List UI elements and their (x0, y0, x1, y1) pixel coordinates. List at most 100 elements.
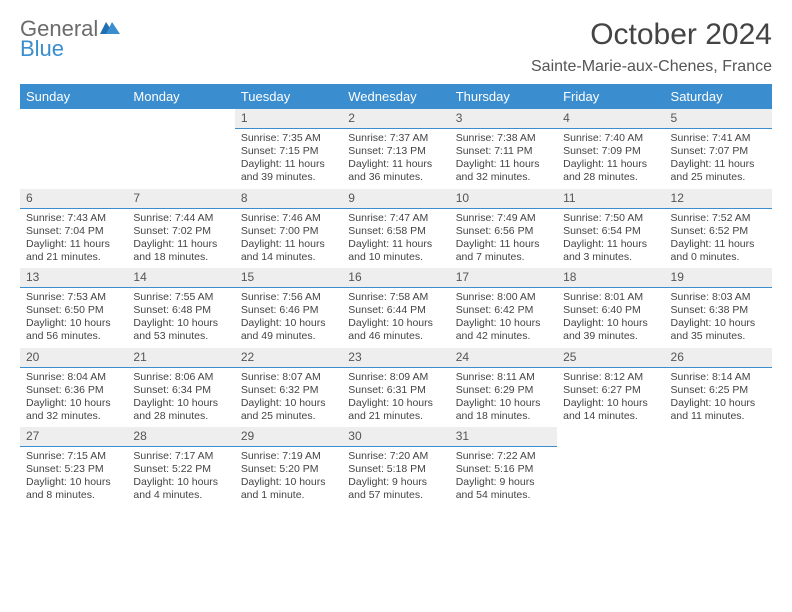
calendar-day-cell: 4Sunrise: 7:40 AMSunset: 7:09 PMDaylight… (557, 109, 664, 189)
calendar-day-cell: 31Sunrise: 7:22 AMSunset: 5:16 PMDayligh… (450, 427, 557, 507)
calendar-day-cell: 20Sunrise: 8:04 AMSunset: 6:36 PMDayligh… (20, 348, 127, 428)
day-number: 21 (127, 348, 234, 368)
day-number: 12 (665, 189, 772, 209)
calendar-day-cell: 22Sunrise: 8:07 AMSunset: 6:32 PMDayligh… (235, 348, 342, 428)
sunrise-text: Sunrise: 7:15 AM (26, 450, 121, 463)
daylight-text: Daylight: 11 hours and 3 minutes. (563, 238, 658, 264)
daylight-text: Daylight: 11 hours and 0 minutes. (671, 238, 766, 264)
calendar-day-cell: 9Sunrise: 7:47 AMSunset: 6:58 PMDaylight… (342, 189, 449, 269)
logo-text-blue: Blue (20, 38, 120, 60)
sunrise-text: Sunrise: 7:17 AM (133, 450, 228, 463)
calendar-day-cell: 19Sunrise: 8:03 AMSunset: 6:38 PMDayligh… (665, 268, 772, 348)
day-number: 23 (342, 348, 449, 368)
day-details: Sunrise: 7:35 AMSunset: 7:15 PMDaylight:… (235, 129, 342, 189)
daylight-text: Daylight: 10 hours and 42 minutes. (456, 317, 551, 343)
calendar-day-cell: 15Sunrise: 7:56 AMSunset: 6:46 PMDayligh… (235, 268, 342, 348)
sunset-text: Sunset: 6:31 PM (348, 384, 443, 397)
calendar-day-cell: 18Sunrise: 8:01 AMSunset: 6:40 PMDayligh… (557, 268, 664, 348)
sunset-text: Sunset: 5:18 PM (348, 463, 443, 476)
sunset-text: Sunset: 7:00 PM (241, 225, 336, 238)
day-number: 29 (235, 427, 342, 447)
sunrise-text: Sunrise: 8:00 AM (456, 291, 551, 304)
calendar-day-cell: 13Sunrise: 7:53 AMSunset: 6:50 PMDayligh… (20, 268, 127, 348)
calendar-header-cell: Wednesday (342, 84, 449, 109)
sunset-text: Sunset: 6:32 PM (241, 384, 336, 397)
sunset-text: Sunset: 6:25 PM (671, 384, 766, 397)
calendar-day-cell: 14Sunrise: 7:55 AMSunset: 6:48 PMDayligh… (127, 268, 234, 348)
day-number: 27 (20, 427, 127, 447)
sunset-text: Sunset: 6:52 PM (671, 225, 766, 238)
calendar-header-row: SundayMondayTuesdayWednesdayThursdayFrid… (20, 84, 772, 109)
calendar-header-cell: Monday (127, 84, 234, 109)
daylight-text: Daylight: 11 hours and 10 minutes. (348, 238, 443, 264)
sunset-text: Sunset: 6:29 PM (456, 384, 551, 397)
calendar-day-cell (557, 427, 664, 507)
sunset-text: Sunset: 5:22 PM (133, 463, 228, 476)
day-number: 19 (665, 268, 772, 288)
sunset-text: Sunset: 5:20 PM (241, 463, 336, 476)
day-number: 15 (235, 268, 342, 288)
day-number: 9 (342, 189, 449, 209)
daylight-text: Daylight: 10 hours and 21 minutes. (348, 397, 443, 423)
page-title: October 2024 (531, 18, 772, 52)
day-details: Sunrise: 8:11 AMSunset: 6:29 PMDaylight:… (450, 368, 557, 428)
sunrise-text: Sunrise: 7:55 AM (133, 291, 228, 304)
sunset-text: Sunset: 6:46 PM (241, 304, 336, 317)
sunrise-text: Sunrise: 7:49 AM (456, 212, 551, 225)
daylight-text: Daylight: 11 hours and 25 minutes. (671, 158, 766, 184)
calendar-day-cell (20, 109, 127, 189)
sunrise-text: Sunrise: 7:19 AM (241, 450, 336, 463)
sunset-text: Sunset: 7:09 PM (563, 145, 658, 158)
day-details: Sunrise: 7:37 AMSunset: 7:13 PMDaylight:… (342, 129, 449, 189)
calendar-day-cell: 11Sunrise: 7:50 AMSunset: 6:54 PMDayligh… (557, 189, 664, 269)
daylight-text: Daylight: 11 hours and 14 minutes. (241, 238, 336, 264)
sunrise-text: Sunrise: 8:06 AM (133, 371, 228, 384)
calendar-day-cell: 17Sunrise: 8:00 AMSunset: 6:42 PMDayligh… (450, 268, 557, 348)
sunset-text: Sunset: 6:36 PM (26, 384, 121, 397)
sunrise-text: Sunrise: 8:09 AM (348, 371, 443, 384)
daylight-text: Daylight: 11 hours and 39 minutes. (241, 158, 336, 184)
day-details: Sunrise: 8:01 AMSunset: 6:40 PMDaylight:… (557, 288, 664, 348)
day-number: 16 (342, 268, 449, 288)
sunrise-text: Sunrise: 7:20 AM (348, 450, 443, 463)
calendar-header-cell: Saturday (665, 84, 772, 109)
sunrise-text: Sunrise: 7:44 AM (133, 212, 228, 225)
sunset-text: Sunset: 7:04 PM (26, 225, 121, 238)
daylight-text: Daylight: 10 hours and 1 minute. (241, 476, 336, 502)
daylight-text: Daylight: 11 hours and 32 minutes. (456, 158, 551, 184)
sunrise-text: Sunrise: 8:04 AM (26, 371, 121, 384)
sunrise-text: Sunrise: 7:52 AM (671, 212, 766, 225)
day-number: 14 (127, 268, 234, 288)
day-details: Sunrise: 8:14 AMSunset: 6:25 PMDaylight:… (665, 368, 772, 428)
sunset-text: Sunset: 6:44 PM (348, 304, 443, 317)
calendar-day-cell: 3Sunrise: 7:38 AMSunset: 7:11 PMDaylight… (450, 109, 557, 189)
day-number: 13 (20, 268, 127, 288)
location-label: Sainte-Marie-aux-Chenes, France (531, 58, 772, 76)
sunset-text: Sunset: 6:42 PM (456, 304, 551, 317)
day-details: Sunrise: 8:09 AMSunset: 6:31 PMDaylight:… (342, 368, 449, 428)
calendar-header-cell: Thursday (450, 84, 557, 109)
day-details: Sunrise: 7:40 AMSunset: 7:09 PMDaylight:… (557, 129, 664, 189)
calendar-day-cell: 6Sunrise: 7:43 AMSunset: 7:04 PMDaylight… (20, 189, 127, 269)
calendar-table: SundayMondayTuesdayWednesdayThursdayFrid… (20, 84, 772, 507)
daylight-text: Daylight: 10 hours and 8 minutes. (26, 476, 121, 502)
day-details: Sunrise: 7:52 AMSunset: 6:52 PMDaylight:… (665, 209, 772, 269)
calendar-day-cell: 8Sunrise: 7:46 AMSunset: 7:00 PMDaylight… (235, 189, 342, 269)
calendar-header-cell: Friday (557, 84, 664, 109)
sunset-text: Sunset: 5:23 PM (26, 463, 121, 476)
day-number: 2 (342, 109, 449, 129)
day-details: Sunrise: 7:41 AMSunset: 7:07 PMDaylight:… (665, 129, 772, 189)
sunset-text: Sunset: 7:07 PM (671, 145, 766, 158)
daylight-text: Daylight: 10 hours and 18 minutes. (456, 397, 551, 423)
day-details: Sunrise: 7:53 AMSunset: 6:50 PMDaylight:… (20, 288, 127, 348)
day-details: Sunrise: 7:17 AMSunset: 5:22 PMDaylight:… (127, 447, 234, 507)
calendar-day-cell: 16Sunrise: 7:58 AMSunset: 6:44 PMDayligh… (342, 268, 449, 348)
sunrise-text: Sunrise: 7:47 AM (348, 212, 443, 225)
daylight-text: Daylight: 10 hours and 25 minutes. (241, 397, 336, 423)
day-number: 25 (557, 348, 664, 368)
daylight-text: Daylight: 10 hours and 46 minutes. (348, 317, 443, 343)
day-number: 26 (665, 348, 772, 368)
sunrise-text: Sunrise: 7:37 AM (348, 132, 443, 145)
day-details: Sunrise: 8:06 AMSunset: 6:34 PMDaylight:… (127, 368, 234, 428)
day-details: Sunrise: 7:47 AMSunset: 6:58 PMDaylight:… (342, 209, 449, 269)
